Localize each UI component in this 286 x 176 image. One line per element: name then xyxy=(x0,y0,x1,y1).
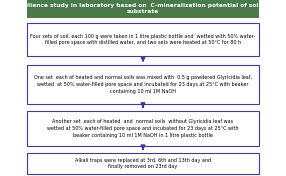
Text: Soil resilience study in laboratory based on  C-mineralization potential of soil: Soil resilience study in laboratory base… xyxy=(1,3,285,14)
FancyBboxPatch shape xyxy=(27,153,259,174)
FancyBboxPatch shape xyxy=(27,111,259,146)
FancyBboxPatch shape xyxy=(27,23,259,56)
Text: One set  each of heated and normal soils was mixed with  0.5 g powdered Glyricid: One set each of heated and normal soils … xyxy=(34,75,252,94)
FancyBboxPatch shape xyxy=(27,0,259,18)
FancyBboxPatch shape xyxy=(27,65,259,104)
Text: Another set  each of heated  and  normal soils  without Glyricidia leaf was
wett: Another set each of heated and normal so… xyxy=(47,119,239,138)
Text: Alkali traps were replaced at 3rd, 6th and 13th day and
finally removed on 23rd : Alkali traps were replaced at 3rd, 6th a… xyxy=(75,158,211,169)
Text: Four sets of soil, each 100 g were taken in 1 litre plastic bottle and  wetted w: Four sets of soil, each 100 g were taken… xyxy=(30,34,256,45)
